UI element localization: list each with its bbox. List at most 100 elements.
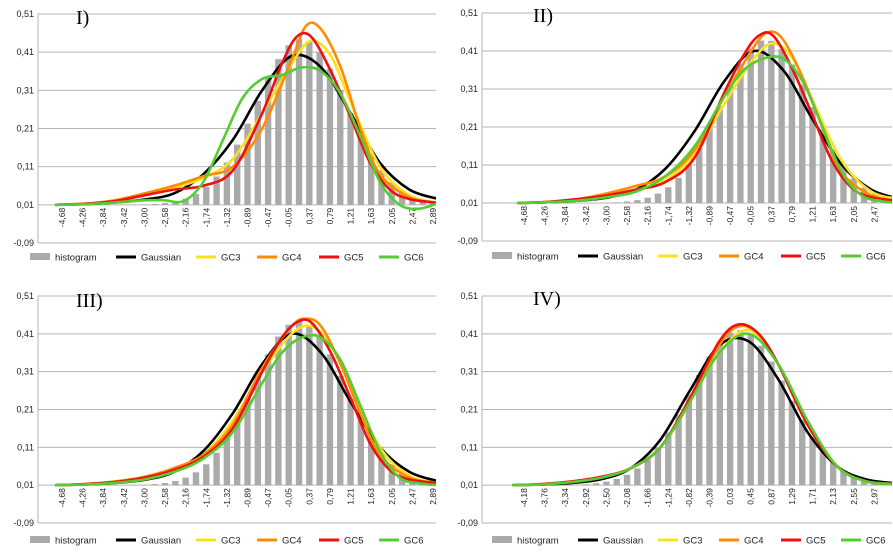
histogram-bar (378, 170, 385, 205)
histogram-bar (860, 479, 868, 486)
legend-swatch (30, 253, 50, 260)
histogram-bar (768, 361, 775, 486)
x-tick-label: 0,03 (725, 488, 735, 505)
x-tick-label: 3,39 (890, 488, 892, 505)
histogram-bars (58, 39, 436, 205)
x-tick-label: 2,47 (407, 488, 417, 505)
x-tick-label: -1,74 (663, 206, 673, 226)
histogram-bar (378, 452, 385, 486)
y-tick-label: 0,11 (461, 442, 478, 452)
x-tick-label: -0,89 (705, 206, 715, 226)
x-tick-label: 0,37 (766, 206, 776, 223)
histogram-bar (778, 380, 785, 486)
legend-label: histogram (517, 252, 559, 263)
x-tick-label: -1,32 (222, 208, 232, 228)
histogram-bars (58, 320, 436, 486)
histogram-bar (592, 483, 600, 486)
x-tick-label: -1,74 (201, 488, 211, 508)
x-tick-label: -2,16 (643, 206, 653, 226)
legend-label: GC6 (866, 536, 886, 547)
histogram-bar (706, 128, 713, 203)
x-tick-label: -1,66 (643, 488, 653, 508)
y-tick-label: 0,31 (460, 84, 478, 94)
histogram-bar (829, 462, 837, 486)
histogram-bar (644, 197, 651, 203)
histogram-bar (203, 464, 210, 486)
histogram-bar (603, 481, 610, 486)
y-tick-label: -0,09 (457, 518, 478, 528)
y-tick-label: 0,41 (460, 46, 478, 56)
histogram-bar (161, 482, 169, 486)
histogram-bar (192, 194, 200, 205)
legend-label: GC4 (744, 536, 764, 547)
histogram-bar (388, 182, 395, 205)
chart-3: 0,510,410,310,210,110,01-0,09-4,68 -4,26-… (13, 290, 438, 547)
x-tick-label: -0,39 (705, 488, 715, 508)
legend: histogram Gaussian GC3 GC4 GC5 GC6 (30, 536, 424, 547)
legend-label: GC5 (806, 252, 826, 263)
x-tick-label: 0,79 (325, 488, 335, 505)
chart-panel-4: 0,51 0,41 0,31 0,21 0,11 0,01 -0,09 -4,18 -3,76-… (446, 278, 892, 556)
histogram-bar (275, 336, 282, 486)
x-tick-label: -1,74 (201, 208, 211, 228)
histogram-bar (809, 107, 816, 203)
y-tick-label: 0,11 (17, 442, 34, 452)
histogram-bar (706, 356, 713, 486)
x-tick-label: 2,05 (387, 208, 397, 225)
histogram-bar (357, 134, 365, 205)
x-tick-label: 1,21 (346, 488, 356, 505)
y-tick-label: 0,01 (16, 480, 34, 490)
histogram-bar (182, 198, 189, 205)
y-tick-label: 0,11 (17, 162, 34, 172)
x-tick-label: -2,92 (581, 488, 591, 508)
histogram-bar (275, 59, 282, 205)
x-tick-label: -1,32 (222, 488, 232, 508)
y-tick-label: 0,21 (16, 124, 34, 134)
x-tick-label: -3,42 (119, 208, 129, 228)
legend-label: Gaussian (141, 253, 181, 264)
x-tick-label: 1,63 (366, 488, 376, 505)
legend-label: histogram (517, 536, 559, 547)
chart-4: 0,510,410,310,210,110,01-0,09-4,18 -3,76-… (457, 288, 892, 547)
histogram-bar (192, 472, 200, 486)
x-tick-label: 2,05 (849, 206, 859, 223)
histogram-bar (768, 40, 775, 203)
x-tick-label: -4,68 (57, 208, 67, 228)
histogram-bar (151, 484, 158, 486)
legend-label: histogram (55, 536, 97, 547)
histogram-bar (337, 90, 344, 205)
legend-label: GC5 (344, 536, 364, 547)
y-tick-label: 0,31 (16, 367, 34, 377)
x-tick-label: -0,05 (284, 208, 294, 228)
chart-panel-3: 0,51 0,41 0,31 0,21 0,11 0,01 -0,09 -4,68 -4,26-… (0, 278, 446, 556)
legend: histogram Gaussian GC3 GC4 GC5 GC6 (30, 253, 424, 264)
histogram-bar (757, 40, 765, 203)
x-tick-label: 0,79 (787, 206, 797, 223)
histogram-bar (151, 203, 158, 205)
chart-2: 0,510,410,310,210,110,01-0,09-4,68 -4,26-… (457, 5, 892, 263)
x-tick-label: -2,58 (160, 208, 170, 228)
chart-1: 0,510,410,310,210,110,01-0,09-4,68 -4,26-… (13, 7, 438, 264)
histogram-bar (254, 100, 262, 205)
y-tick-label: 0,41 (16, 329, 34, 339)
histogram-bar (726, 332, 734, 486)
histogram-bar (695, 374, 703, 486)
histogram-bar (316, 51, 323, 205)
series-line-gc4 (511, 324, 892, 487)
chart-panel-2: 0,51 0,41 0,31 0,21 0,11 0,01 -0,09 -4,68 -4,26-… (446, 0, 892, 278)
legend-label: GC6 (404, 536, 424, 547)
histogram-bar (141, 484, 148, 486)
legend-label: GC3 (221, 253, 241, 264)
x-tick-label: -4,26 (78, 208, 88, 228)
histogram-bar (223, 162, 231, 205)
legend-label: Gaussian (603, 252, 643, 263)
panel-label: I) (76, 7, 89, 29)
y-tick-label: 0,51 (16, 291, 34, 301)
histogram-bar (757, 345, 765, 486)
histogram-bar (172, 480, 179, 486)
panel-label: III) (76, 290, 103, 312)
histogram-bar (788, 64, 796, 203)
x-tick-label: 2,13 (828, 488, 838, 505)
x-tick-label: -0,05 (746, 206, 756, 226)
x-tick-label: -3,84 (98, 208, 108, 228)
